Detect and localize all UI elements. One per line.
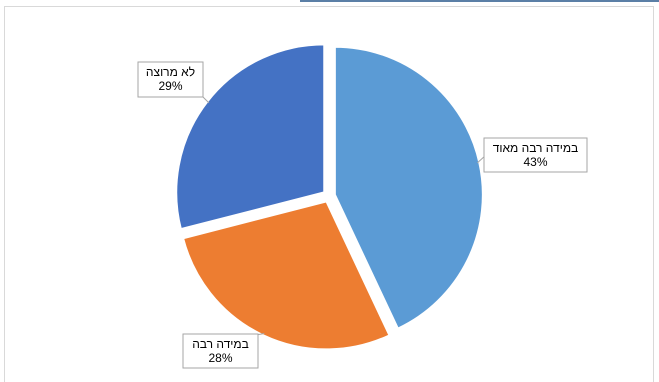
slice-value-label: 43% [523, 155, 547, 169]
pie-slice [181, 200, 391, 351]
slice-value-label: 28% [208, 351, 232, 365]
slice-label: במידה רבה [192, 337, 249, 351]
slice-label: לא מרוצה [146, 65, 195, 79]
pie-slices [175, 43, 484, 351]
leader-line [202, 96, 210, 104]
top-accent-line [300, 0, 659, 2]
callout-box [182, 333, 259, 369]
slice-value-label: 29% [158, 79, 182, 93]
callout-box [483, 137, 588, 173]
slice-label: במידה רבה מאוד [493, 141, 579, 155]
chart-area [4, 6, 654, 382]
callout-box [137, 61, 204, 98]
pie-slice [333, 45, 484, 330]
